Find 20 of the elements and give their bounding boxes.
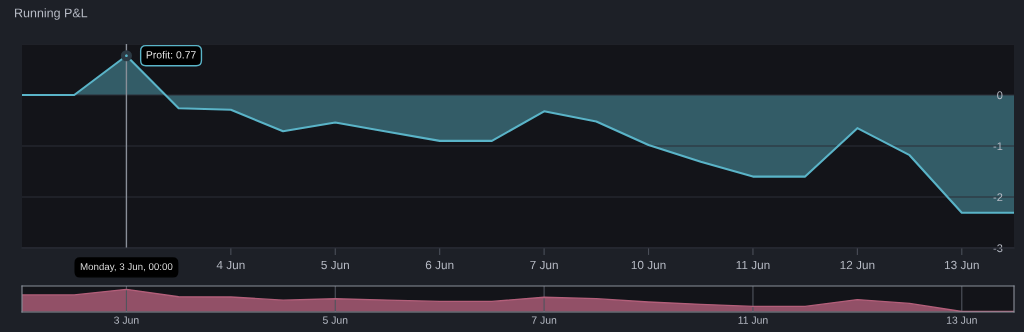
x-tick-label: 4 Jun [216, 260, 245, 270]
x-tick-label: 3 Jun [114, 316, 139, 324]
x-tick-label: 5 Jun [322, 316, 348, 324]
x-tick-label: 12 Jun [840, 260, 875, 270]
chart-title: Running P&L [15, 8, 88, 20]
text: Monday, 3 Jun, 00:00 [80, 262, 173, 272]
x-tick-label: 11 Jun [738, 316, 768, 324]
y-tick-label: -2 [993, 193, 1003, 202]
y-tick-label: -1 [993, 142, 1003, 151]
x-tick-label: 5 Jun [321, 260, 349, 270]
y-tick-label: -3 [993, 244, 1003, 253]
x-tick-label: 11 Jun [736, 260, 770, 270]
x-tick-label: 10 Jun [631, 260, 666, 270]
x-tick-label: 7 Jun [530, 260, 558, 270]
x-tick-label: 6 Jun [425, 260, 454, 270]
annotation: Profit: 0.77 [146, 50, 196, 59]
x-tick-label: 13 Jun [944, 260, 979, 270]
y-tick-label: 0 [997, 91, 1003, 100]
x-tick-label: 7 Jun [531, 316, 557, 324]
x-tick-label: 13 Jun [946, 316, 977, 324]
